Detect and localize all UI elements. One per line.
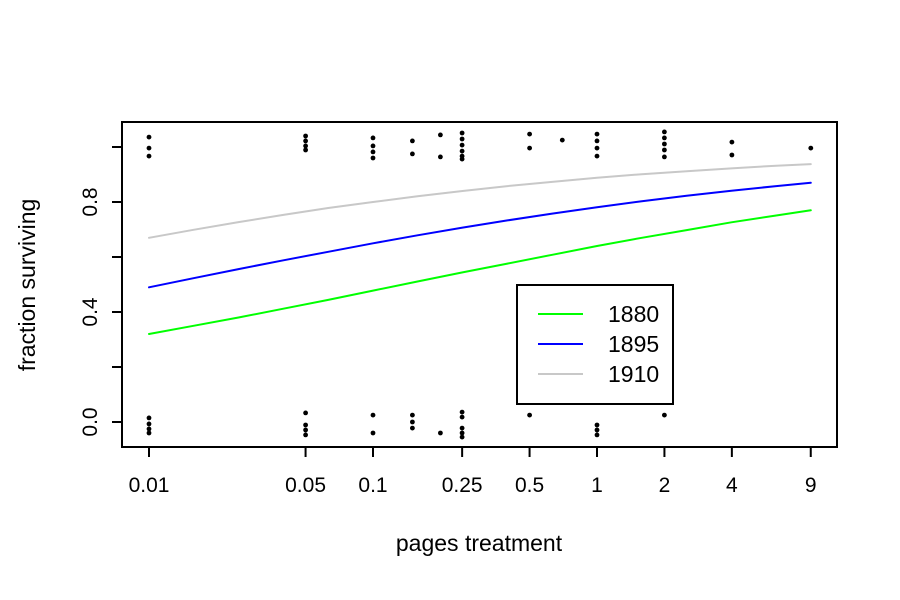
scatter-point bbox=[459, 434, 465, 440]
scatter-point bbox=[146, 153, 152, 159]
scatter-point bbox=[459, 130, 465, 136]
scatter-point bbox=[303, 143, 308, 149]
scatter-point bbox=[303, 133, 308, 139]
scatter-point bbox=[459, 142, 465, 148]
legend-label-1880: 1880 bbox=[608, 301, 659, 327]
scatter-point bbox=[146, 426, 152, 432]
scatter-point bbox=[594, 138, 600, 144]
scatter-point bbox=[410, 425, 415, 431]
x-tick-label: 4 bbox=[726, 474, 738, 497]
curve-1895 bbox=[148, 181, 812, 289]
x-tick-label: 1 bbox=[591, 474, 603, 497]
x-tick-label: 0.5 bbox=[515, 474, 544, 497]
scatter-point bbox=[459, 148, 465, 154]
scatter-point bbox=[370, 149, 376, 155]
scatter-point bbox=[808, 145, 814, 151]
scatter-point bbox=[594, 145, 600, 151]
scatter-point bbox=[594, 427, 600, 433]
scatter-point bbox=[146, 415, 152, 421]
scatter-point bbox=[370, 430, 376, 436]
y-tick-label: 0.8 bbox=[79, 187, 102, 216]
scatter-point bbox=[459, 136, 465, 142]
scatter-point bbox=[459, 409, 465, 415]
scatter-point bbox=[303, 147, 308, 153]
scatter-point bbox=[303, 422, 308, 428]
scatter-point bbox=[146, 134, 152, 140]
x-axis-title: pages treatment bbox=[396, 530, 563, 556]
scatter-point bbox=[662, 154, 667, 160]
scatter-point bbox=[303, 427, 308, 433]
scatter-point bbox=[410, 138, 415, 144]
curves-layer bbox=[148, 163, 812, 335]
scatter-point bbox=[662, 147, 667, 153]
scatter-point bbox=[662, 135, 667, 141]
scatter-point bbox=[729, 152, 735, 158]
scatter-point bbox=[594, 131, 600, 137]
scatter-point bbox=[527, 412, 532, 418]
scatter-point bbox=[438, 430, 443, 436]
scatter-point bbox=[146, 145, 152, 151]
x-tick-label: 9 bbox=[805, 474, 817, 497]
scatter-point bbox=[370, 143, 376, 149]
legend-label-1895: 1895 bbox=[608, 331, 659, 357]
scatter-point bbox=[527, 145, 532, 151]
curve-1910 bbox=[148, 163, 812, 239]
scatter-point bbox=[438, 132, 443, 138]
scatter-point bbox=[370, 155, 376, 161]
scatter-point bbox=[459, 414, 465, 420]
scatter-point bbox=[410, 419, 415, 425]
scatter-point bbox=[662, 412, 667, 418]
scatter-point bbox=[662, 141, 667, 147]
scatter-point bbox=[459, 425, 465, 431]
scatter-point bbox=[594, 432, 600, 438]
scatter-point bbox=[459, 156, 465, 162]
scatter-point bbox=[559, 137, 565, 143]
x-tick-label: 0.1 bbox=[358, 474, 387, 497]
y-tick-label: 0.0 bbox=[79, 407, 102, 436]
curve-1880 bbox=[148, 209, 812, 335]
x-tick-label: 0.01 bbox=[129, 474, 170, 497]
scatter-point bbox=[527, 131, 532, 137]
scatter-point bbox=[729, 139, 735, 145]
scatter-point bbox=[303, 410, 308, 416]
x-tick-label: 0.25 bbox=[442, 474, 483, 497]
legend-label-1910: 1910 bbox=[608, 361, 659, 387]
scatter-point bbox=[303, 432, 308, 438]
scatter-point bbox=[146, 421, 152, 427]
scatter-point bbox=[594, 153, 600, 159]
axes-layer: 0.01 0.05 0.1 0.25 0.5 1 2 4 9 0.0 0.4 0.8 bbox=[79, 121, 838, 497]
x-tick-label: 0.05 bbox=[285, 474, 326, 497]
y-tick-label: 0.4 bbox=[79, 297, 102, 327]
plot-box bbox=[121, 121, 838, 448]
x-tick-label: 2 bbox=[659, 474, 671, 497]
scatter-point bbox=[370, 412, 376, 418]
scatter-point bbox=[410, 412, 415, 418]
scatter-point bbox=[594, 422, 600, 428]
scatter-point bbox=[303, 138, 308, 144]
scatter-point bbox=[459, 430, 465, 436]
scatter-point bbox=[146, 430, 152, 436]
scatter-layer bbox=[146, 129, 814, 440]
scatter-point bbox=[370, 135, 376, 141]
y-axis-title: fraction surviving bbox=[14, 199, 40, 372]
scatter-point bbox=[410, 151, 415, 157]
scatter-point bbox=[438, 154, 443, 160]
scatter-point bbox=[662, 129, 667, 135]
legend: 1880 1895 1910 bbox=[516, 284, 674, 405]
